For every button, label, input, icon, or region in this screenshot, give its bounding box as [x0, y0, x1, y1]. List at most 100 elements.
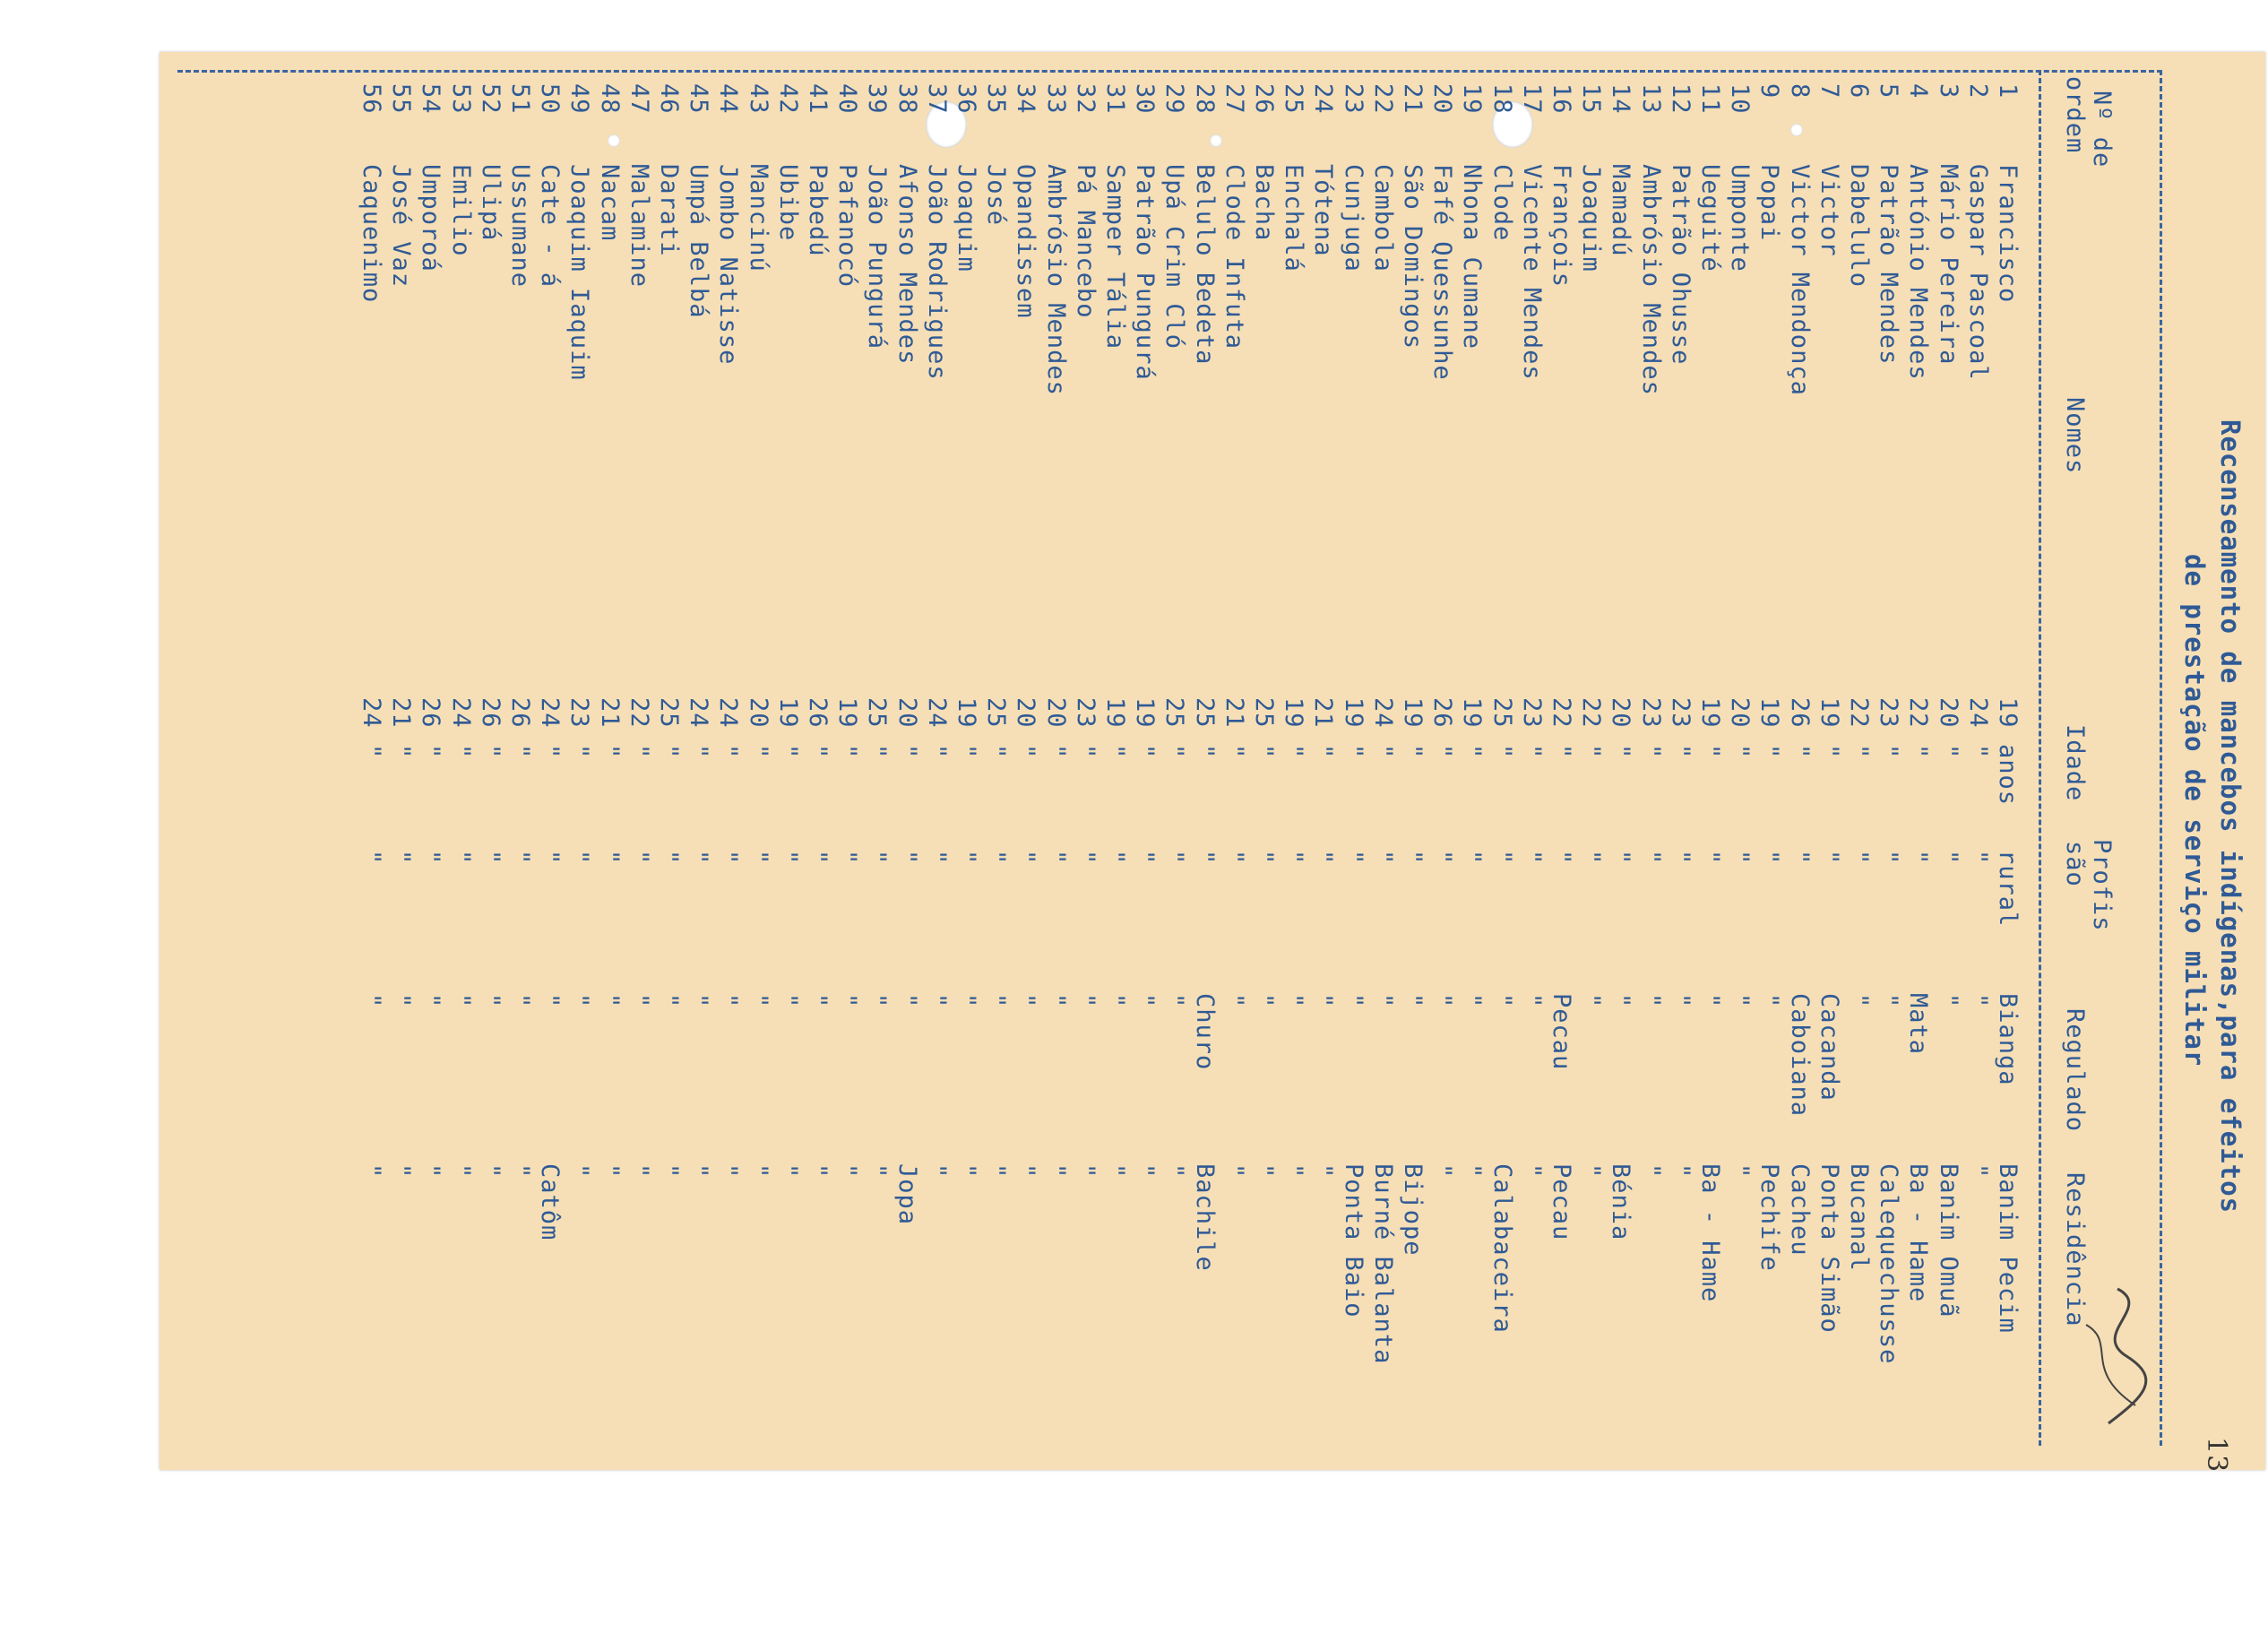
cell-idade-unidade: ": [1696, 744, 1724, 760]
cell-ordem: 23: [1339, 83, 1367, 115]
cell-idade-unidade: ": [1963, 744, 1992, 760]
cell-nome: Patrão Pungurá: [1131, 164, 1160, 381]
cell-regulado: Mata: [1904, 993, 1933, 1056]
cell-regulado: ": [773, 993, 802, 1009]
cell-idade: 25: [1190, 697, 1219, 729]
cell-idade-unidade: ": [655, 744, 683, 760]
cell-ordem: 2: [1963, 83, 1992, 99]
cell-nome: Mário Pereira: [1934, 164, 1962, 366]
cell-regulado: ": [476, 993, 504, 1009]
cell-regulado: ": [358, 993, 385, 1009]
cell-residencia: Calabaceira: [1488, 1163, 1516, 1334]
cell-profissao: ": [1160, 850, 1189, 866]
cell-regulado: ": [953, 993, 980, 1009]
table-row: 34 Opandissem 20 " " " ": [1012, 52, 1039, 1470]
cell-profissao: ": [536, 850, 565, 866]
cell-idade: 24: [922, 697, 951, 729]
cell-ordem: 8: [1785, 83, 1814, 99]
cell-ordem: 47: [625, 83, 653, 115]
table-row: 43 Mancinú 20 " " " ": [745, 52, 772, 1470]
cell-idade: 25: [863, 697, 892, 729]
cell-regulado: ": [1577, 993, 1606, 1009]
cell-nome: São Domingos: [1399, 164, 1427, 350]
cell-profissao: ": [387, 850, 416, 866]
cell-nome: Joaquim: [1577, 164, 1606, 272]
cell-idade: 19: [953, 697, 980, 729]
cell-nome: Patrão Mendes: [1875, 164, 1903, 366]
cell-profissao: ": [1131, 850, 1160, 866]
header-top-rule: [2160, 70, 2162, 1446]
document-page: Recenseamento de mancebos indígenas,para…: [160, 52, 2265, 1470]
cell-residencia: ": [1280, 1163, 1308, 1180]
torn-spot: [608, 134, 620, 147]
cell-ordem: 44: [714, 83, 743, 115]
cell-nome: François: [1548, 164, 1575, 289]
cell-residencia: ": [773, 1163, 802, 1180]
cell-ordem: 49: [565, 83, 594, 115]
cell-ordem: 39: [863, 83, 892, 115]
cell-residencia: ": [1131, 1163, 1160, 1180]
table-row: 31 Samper Tália 19 " " " ": [1101, 52, 1129, 1470]
cell-profissao: ": [922, 850, 951, 866]
cell-residencia: ": [1428, 1163, 1457, 1180]
cell-residencia: Calequechusse: [1875, 1163, 1903, 1365]
cell-ordem: 29: [1160, 83, 1189, 115]
table-row: 53 Emilio 24 " " " ": [447, 52, 475, 1470]
cell-profissao: ": [1428, 850, 1457, 866]
cell-residencia: Bachile: [1190, 1163, 1219, 1272]
cell-nome: Jombo Natisse: [714, 164, 743, 366]
cell-profissao: ": [1875, 850, 1903, 866]
cell-idade: 19: [1339, 697, 1367, 729]
cell-ordem: 9: [1755, 83, 1784, 99]
cell-idade: 19: [1280, 697, 1308, 729]
cell-idade-unidade: ": [417, 744, 445, 760]
cell-idade: 22: [1904, 697, 1933, 729]
cell-idade-unidade: ": [1368, 744, 1397, 760]
cell-idade-unidade: ": [1458, 744, 1487, 760]
cell-profissao: ": [1339, 850, 1367, 866]
cell-regulado: ": [1280, 993, 1308, 1009]
cell-profissao: ": [1399, 850, 1427, 866]
table-row: 49 Joaquim Iaquim 23 " " " ": [565, 52, 593, 1470]
table-row: 52 Ulipá 26 " " " ": [477, 52, 504, 1470]
cell-regulado: ": [446, 993, 475, 1009]
cell-idade: 26: [1428, 697, 1457, 729]
cell-residencia: ": [506, 1163, 534, 1180]
cell-regulado: ": [1755, 993, 1784, 1009]
cell-idade: 23: [1071, 697, 1100, 729]
cell-idade: 20: [893, 697, 921, 729]
cell-regulado: ": [804, 993, 832, 1009]
cell-residencia: Bijope: [1399, 1163, 1427, 1257]
cell-ordem: 37: [922, 83, 951, 115]
cell-idade-unidade: ": [1815, 744, 1843, 760]
punch-hole: [1492, 101, 1533, 148]
cell-idade-unidade: ": [1101, 744, 1129, 760]
table-row: 42 Ubibe 19 " " " ": [774, 52, 802, 1470]
cell-regulado: Caboiana: [1785, 993, 1814, 1118]
page-number: 13: [2201, 1437, 2232, 1470]
cell-profissao: ": [565, 850, 594, 866]
cell-residencia: ": [685, 1163, 713, 1180]
cell-residencia: ": [1012, 1163, 1040, 1180]
table-row: 32 Pá Mancebo 23 " " " ": [1072, 52, 1100, 1470]
cell-profissao: ": [1755, 850, 1784, 866]
cell-idade-unidade: ": [804, 744, 832, 760]
cell-ordem: 55: [387, 83, 416, 115]
cell-ordem: 48: [595, 83, 624, 115]
cell-profissao: ": [446, 850, 475, 866]
cell-profissao: ": [1517, 850, 1546, 866]
cell-residencia: Pecau: [1548, 1163, 1575, 1241]
table-row: 9 Popai 19 " " " Pechife: [1755, 52, 1783, 1470]
cell-idade-unidade: ": [1190, 744, 1219, 760]
table-row: 41 Pabedú 26 " " " ": [804, 52, 832, 1470]
cell-residencia: ": [1160, 1163, 1189, 1180]
cell-idade-unidade: ": [833, 744, 862, 760]
cell-ordem: 41: [804, 83, 832, 115]
cell-residencia: Bucanal: [1845, 1163, 1873, 1272]
cell-idade-unidade: ": [446, 744, 475, 760]
cell-nome: Nacam: [595, 164, 624, 242]
cell-regulado: ": [893, 993, 921, 1009]
cell-idade: 19: [1755, 697, 1784, 729]
cell-residencia: ": [1041, 1163, 1070, 1180]
cell-regulado: ": [1250, 993, 1278, 1009]
